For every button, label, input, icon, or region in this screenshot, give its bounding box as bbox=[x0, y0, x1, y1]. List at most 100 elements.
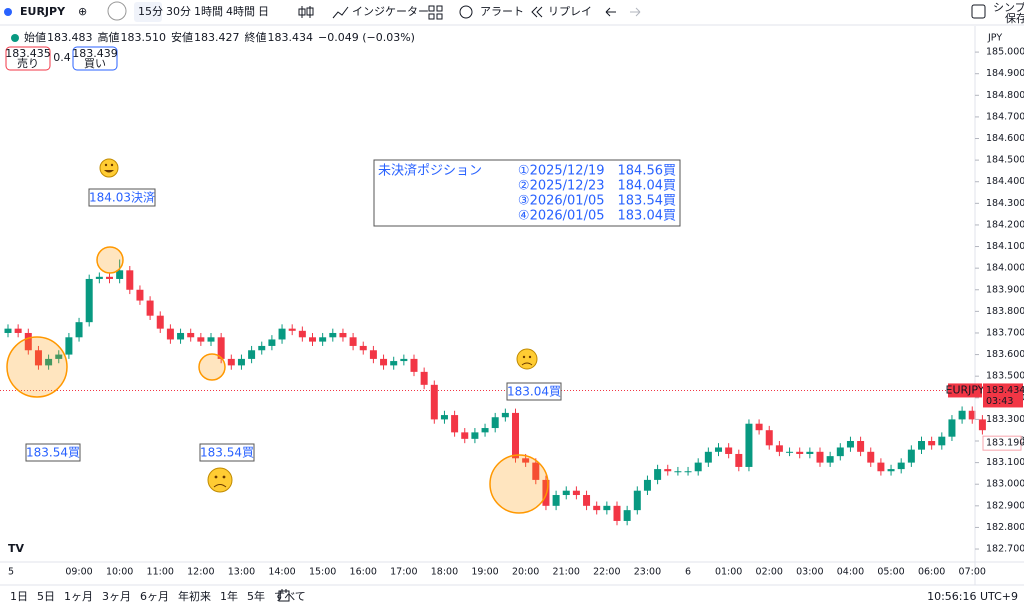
candle-body bbox=[55, 354, 63, 359]
candle-body bbox=[207, 337, 215, 342]
price-tag-value: 183.434 bbox=[986, 385, 1024, 396]
interval[interactable]: 30分 bbox=[166, 5, 191, 18]
candle-body bbox=[918, 441, 925, 450]
add-icon[interactable] bbox=[107, 1, 127, 21]
interval-active bbox=[134, 2, 162, 22]
emoji-eye bbox=[214, 475, 218, 479]
candle-body bbox=[471, 432, 479, 439]
candle-body bbox=[258, 345, 266, 351]
range-button[interactable]: 6ヶ月 bbox=[140, 590, 169, 603]
indicators[interactable]: インジケーター bbox=[352, 5, 429, 18]
candle-body bbox=[735, 453, 743, 467]
candle-body bbox=[166, 328, 174, 340]
candle-body bbox=[694, 462, 702, 472]
candle-body bbox=[593, 505, 601, 511]
candle-body bbox=[24, 332, 32, 351]
interval[interactable]: 15分 bbox=[138, 5, 163, 18]
candle-body bbox=[95, 276, 103, 279]
candle-body bbox=[349, 337, 357, 346]
range-button[interactable]: 1ヶ月 bbox=[64, 590, 93, 603]
chart-type-icon[interactable] bbox=[298, 6, 314, 18]
range-button[interactable]: 5年 bbox=[247, 589, 265, 603]
clock[interactable]: 10:56:16 UTC+9 bbox=[927, 590, 1018, 603]
x-tick-label: 6 bbox=[685, 567, 691, 578]
candle-body bbox=[329, 332, 337, 338]
redo-icon[interactable] bbox=[630, 7, 641, 17]
y-tick-label: 185.000 bbox=[986, 47, 1024, 58]
candle-body bbox=[897, 462, 905, 470]
buy-button[interactable] bbox=[72, 46, 118, 71]
highlight-circle bbox=[489, 454, 549, 514]
range-button[interactable]: すべて bbox=[274, 590, 306, 603]
emoji-eye bbox=[528, 355, 532, 359]
candle-body bbox=[430, 384, 438, 420]
compare-icon[interactable]: ⊕ bbox=[78, 5, 87, 18]
emoji-mouth bbox=[104, 170, 114, 173]
alert[interactable]: アラート bbox=[480, 5, 524, 18]
candle-body bbox=[268, 339, 276, 346]
candle-body bbox=[806, 451, 814, 454]
candle-body bbox=[826, 456, 834, 463]
candle-body bbox=[14, 328, 22, 333]
replay[interactable]: リプレイ bbox=[548, 5, 592, 18]
candle-body bbox=[775, 445, 783, 452]
y-tick-label: 183.800 bbox=[986, 306, 1024, 317]
candle-body bbox=[34, 350, 42, 366]
candle-body bbox=[512, 412, 519, 459]
candle-body bbox=[217, 337, 225, 359]
y-tick-label: 184.800 bbox=[986, 90, 1024, 101]
symbol[interactable]: EURJPY bbox=[20, 5, 66, 18]
sell-button[interactable] bbox=[5, 46, 51, 71]
candle-body bbox=[298, 330, 306, 338]
note: 184.03決済 bbox=[89, 190, 155, 205]
candle-body bbox=[248, 350, 256, 359]
flag-icon bbox=[4, 8, 12, 16]
y-tick-label: 182.800 bbox=[986, 522, 1024, 533]
layout-icon[interactable] bbox=[428, 5, 443, 20]
range-button[interactable]: 5日 bbox=[37, 590, 55, 603]
interval[interactable]: 4時間 bbox=[226, 5, 255, 18]
candle-body bbox=[4, 328, 12, 333]
range-button[interactable]: 1日 bbox=[10, 590, 28, 603]
highlight-circles bbox=[6, 246, 549, 514]
candle-body bbox=[440, 415, 448, 420]
note: 183.54買 bbox=[26, 446, 80, 460]
date-range-icon[interactable] bbox=[278, 589, 290, 602]
layout-name[interactable]: シンプル bbox=[993, 1, 1024, 14]
candle-body bbox=[491, 417, 499, 429]
range-button[interactable]: 1年 bbox=[220, 589, 238, 603]
candle-body bbox=[877, 462, 885, 472]
save[interactable]: 保存 bbox=[1005, 11, 1024, 25]
x-tick-label: 23:00 bbox=[634, 567, 661, 578]
note-box bbox=[25, 443, 81, 462]
range-button[interactable]: 年初来 bbox=[178, 589, 211, 603]
price-tag-symbol: EURJPY bbox=[946, 383, 985, 396]
interval[interactable]: 1時間 bbox=[194, 5, 223, 18]
candle-body bbox=[664, 469, 672, 472]
candle-body bbox=[85, 278, 93, 323]
y-tick-label: 184.000 bbox=[986, 263, 1024, 274]
position-title: 未決済ポジション bbox=[378, 163, 482, 179]
y-tick-label: 183.000 bbox=[986, 479, 1024, 490]
range-button[interactable]: 3ヶ月 bbox=[102, 590, 131, 603]
interval[interactable]: 日 bbox=[258, 5, 269, 18]
candle-body bbox=[603, 505, 611, 511]
candle-body bbox=[613, 505, 621, 521]
candle-body bbox=[836, 447, 844, 457]
candle-body bbox=[227, 358, 235, 366]
y-tick-label: 183.100 bbox=[986, 457, 1024, 468]
undo-icon[interactable] bbox=[605, 7, 616, 17]
x-tick-label: 5 bbox=[8, 567, 14, 578]
x-tick-label: 06:00 bbox=[918, 567, 945, 578]
layout-checkbox[interactable] bbox=[971, 4, 986, 19]
buy-price: 183.439 bbox=[72, 47, 118, 60]
candle-body bbox=[288, 328, 296, 331]
candle-body bbox=[907, 449, 915, 463]
currency[interactable]: JPY bbox=[987, 33, 1002, 44]
y-tick-label: 182.700 bbox=[986, 544, 1024, 555]
note-box bbox=[88, 188, 156, 207]
x-tick-label: 18:00 bbox=[431, 567, 458, 578]
candle-body bbox=[126, 270, 134, 290]
legend-item: 始値 bbox=[24, 30, 46, 44]
